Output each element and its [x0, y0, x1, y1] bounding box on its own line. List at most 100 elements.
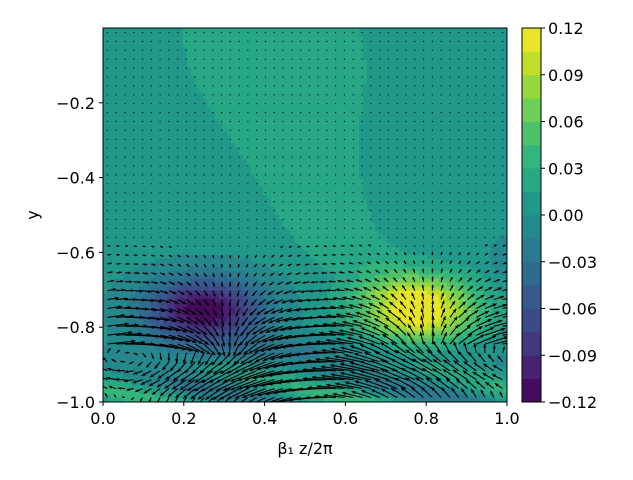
contour-cell: [359, 127, 364, 133]
contour-cell: [471, 147, 476, 152]
contour-cell: [363, 195, 368, 200]
contour-cell: [459, 119, 464, 125]
contour-cell: [179, 43, 184, 49]
contour-cell: [235, 151, 240, 156]
contour-cell: [407, 79, 412, 85]
contour-cell: [215, 191, 220, 196]
contour-cell: [315, 203, 320, 208]
contour-cell: [431, 83, 436, 89]
contour-cell: [479, 35, 484, 41]
contour-cell: [219, 63, 224, 69]
contour-cell: [503, 163, 507, 168]
contour-cell: [127, 87, 132, 93]
contour-cell: [243, 75, 248, 81]
contour-cell: [351, 167, 356, 172]
contour-cell: [143, 99, 148, 105]
contour-cell: [211, 123, 216, 129]
contour-cell: [435, 151, 440, 156]
contour-cell: [291, 123, 296, 129]
contour-cell: [371, 43, 376, 49]
contour-cell: [179, 218, 184, 224]
contour-cell: [311, 83, 316, 89]
contour-cell: [115, 111, 120, 117]
contour-cell: [187, 187, 192, 192]
contour-cell: [443, 75, 448, 81]
contour-cell: [487, 87, 492, 93]
contour-cell: [439, 28, 444, 33]
contour-cell: [291, 131, 296, 137]
contour-cell: [355, 39, 360, 45]
contour-cell: [143, 83, 148, 89]
contour-cell: [207, 183, 212, 188]
contour-cell: [371, 47, 376, 53]
contour-cell: [495, 43, 500, 49]
contour-cell: [135, 115, 140, 121]
contour-cell: [147, 31, 152, 37]
contour-cell: [247, 107, 252, 113]
contour-cell: [203, 135, 208, 141]
contour-cell: [383, 123, 388, 129]
contour-cell: [191, 99, 196, 105]
contour-cell: [479, 115, 484, 121]
contour-cell: [119, 43, 124, 49]
contour-cell: [139, 31, 144, 37]
contour-cell: [175, 28, 180, 33]
contour-cell: [363, 107, 368, 113]
contour-cell: [199, 135, 204, 141]
contour-cell: [419, 87, 424, 93]
contour-cell: [375, 215, 380, 220]
contour-cell: [383, 99, 388, 105]
contour-cell: [439, 159, 444, 164]
contour-cell: [239, 123, 244, 129]
contour-cell: [295, 28, 300, 33]
contour-cell: [195, 179, 200, 184]
contour-cell: [239, 91, 244, 97]
contour-cell: [175, 191, 180, 196]
contour-cell: [207, 71, 212, 77]
contour-cell: [107, 143, 112, 148]
contour-cell: [183, 151, 188, 156]
contour-cell: [323, 75, 328, 81]
contour-cell: [299, 155, 304, 160]
contour-cell: [199, 195, 204, 200]
contour-cell: [147, 159, 152, 164]
contour-cell: [391, 199, 396, 204]
contour-cell: [439, 115, 444, 121]
contour-cell: [159, 211, 164, 216]
contour-cell: [351, 87, 356, 93]
contour-cell: [131, 143, 136, 148]
contour-cell: [455, 35, 460, 41]
contour-cell: [303, 123, 308, 129]
contour-cell: [275, 115, 280, 121]
contour-cell: [179, 51, 184, 57]
contour-cell: [403, 39, 408, 45]
contour-cell: [423, 191, 428, 196]
contour-cell: [455, 55, 460, 61]
contour-cell: [439, 111, 444, 117]
contour-cell: [339, 67, 344, 73]
contour-cell: [239, 139, 244, 144]
contour-cell: [191, 107, 196, 113]
contour-cell: [391, 179, 396, 184]
contour-cell: [167, 75, 172, 81]
contour-cell: [475, 63, 480, 69]
contour-cell: [435, 123, 440, 129]
contour-cell: [311, 67, 316, 73]
contour-cell: [139, 63, 144, 69]
contour-cell: [435, 111, 440, 117]
contour-cell: [443, 147, 448, 152]
contour-cell: [219, 87, 224, 93]
contour-cell: [491, 187, 496, 192]
contour-cell: [227, 203, 232, 208]
contour-cell: [275, 131, 280, 137]
contour-cell: [291, 163, 296, 168]
contour-cell: [295, 155, 300, 160]
contour-cell: [463, 147, 468, 152]
contour-cell: [215, 179, 220, 184]
contour-cell: [207, 171, 212, 176]
contour-cell: [287, 107, 292, 113]
contour-cell: [311, 95, 316, 101]
contour-cell: [459, 31, 464, 37]
contour-cell: [491, 91, 496, 97]
contour-cell: [255, 155, 260, 160]
